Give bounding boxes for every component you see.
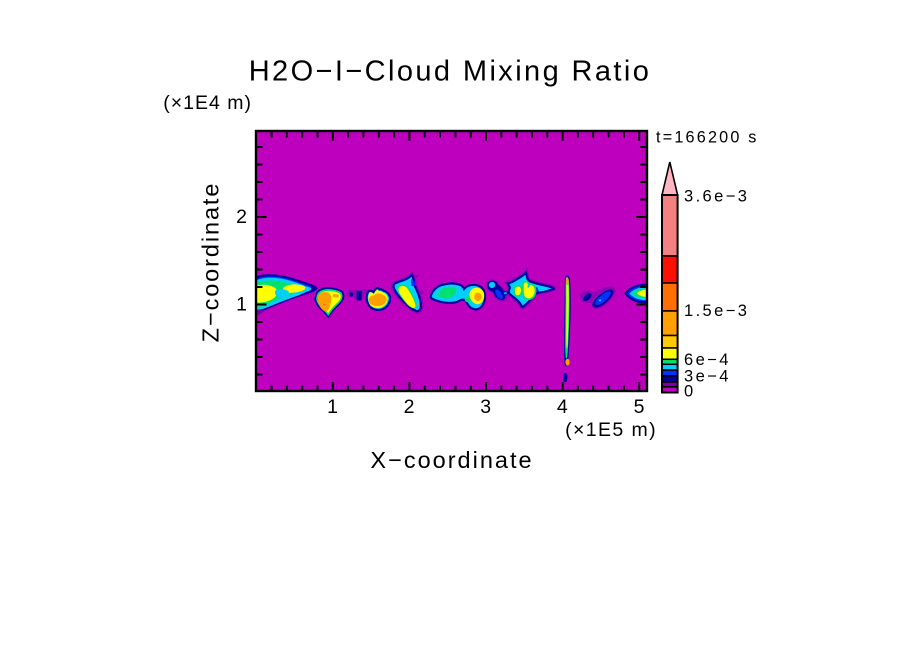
svg-text:3e−4: 3e−4	[684, 367, 731, 385]
svg-text:t=166200 s: t=166200 s	[656, 129, 759, 147]
svg-text:(×1E4 m): (×1E4 m)	[163, 92, 252, 114]
svg-text:1: 1	[236, 294, 247, 316]
svg-text:6e−4: 6e−4	[684, 351, 731, 369]
svg-text:0: 0	[684, 382, 696, 400]
svg-text:3: 3	[480, 396, 491, 418]
svg-text:1.5e−3: 1.5e−3	[684, 302, 749, 320]
svg-text:Z−coordinate: Z−coordinate	[198, 182, 224, 343]
svg-text:(×1E5 m): (×1E5 m)	[565, 419, 657, 441]
svg-text:2: 2	[404, 396, 415, 418]
svg-text:4: 4	[557, 396, 568, 418]
svg-text:1: 1	[327, 396, 338, 418]
svg-text:X−coordinate: X−coordinate	[370, 447, 533, 473]
svg-text:3.6e−3: 3.6e−3	[684, 187, 749, 205]
svg-text:5: 5	[634, 396, 645, 418]
svg-text:2: 2	[236, 206, 247, 228]
svg-text:H2O−I−Cloud Mixing Ratio: H2O−I−Cloud Mixing Ratio	[249, 56, 652, 88]
